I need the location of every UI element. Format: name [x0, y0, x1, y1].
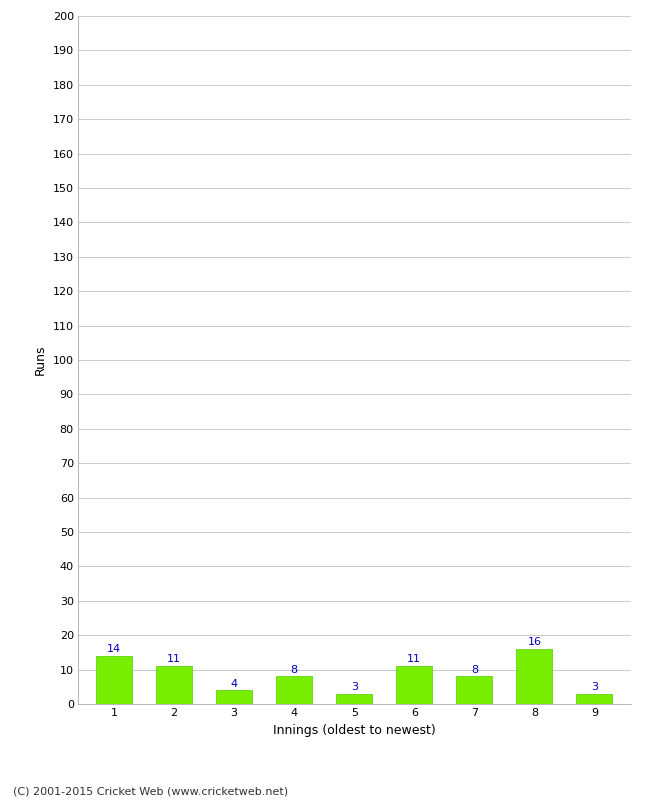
Text: 4: 4	[231, 678, 238, 689]
Bar	[96, 656, 132, 704]
Y-axis label: Runs: Runs	[34, 345, 47, 375]
Text: 11: 11	[167, 654, 181, 665]
Bar	[516, 649, 552, 704]
Bar	[216, 690, 252, 704]
Bar	[396, 666, 432, 704]
Text: 8: 8	[471, 665, 478, 674]
Bar	[336, 694, 372, 704]
Text: 3: 3	[351, 682, 358, 692]
Text: (C) 2001-2015 Cricket Web (www.cricketweb.net): (C) 2001-2015 Cricket Web (www.cricketwe…	[13, 786, 288, 796]
Text: 16: 16	[527, 638, 541, 647]
Bar	[156, 666, 192, 704]
Text: 14: 14	[107, 644, 121, 654]
Text: 11: 11	[408, 654, 421, 665]
Text: 3: 3	[591, 682, 598, 692]
X-axis label: Innings (oldest to newest): Innings (oldest to newest)	[273, 724, 436, 737]
Bar	[456, 677, 493, 704]
Text: 8: 8	[291, 665, 298, 674]
Bar	[577, 694, 612, 704]
Bar	[276, 677, 312, 704]
